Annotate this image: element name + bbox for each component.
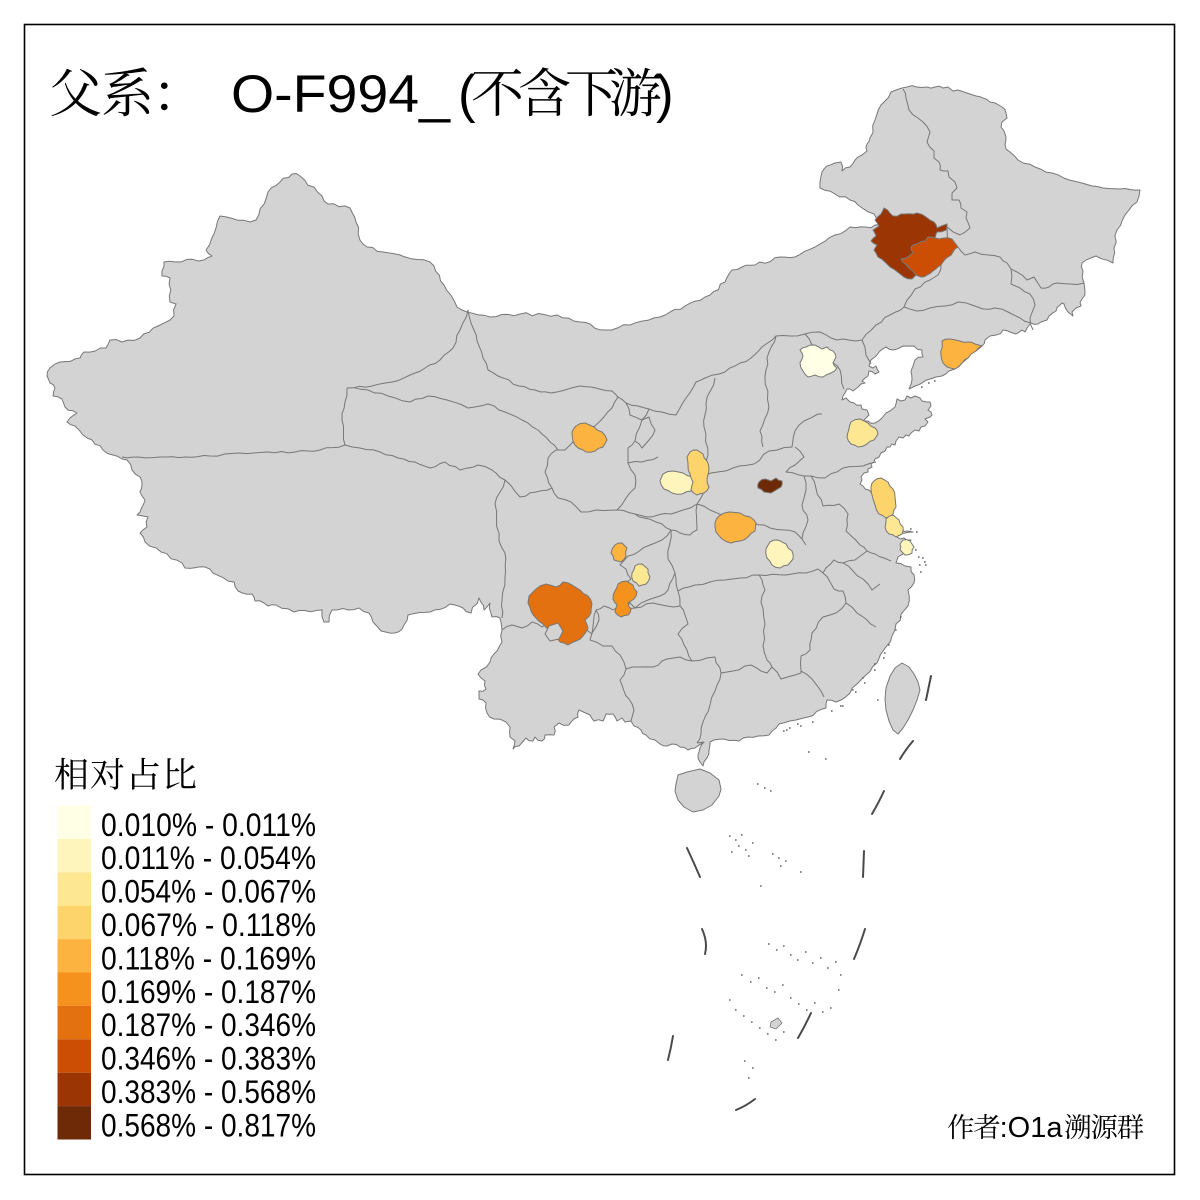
- svg-text:O-F994_: O-F994_: [231, 65, 452, 124]
- svg-text:0.383% - 0.568%: 0.383% - 0.568%: [101, 1074, 316, 1110]
- svg-text:0.169% - 0.187%: 0.169% - 0.187%: [101, 974, 316, 1010]
- svg-text:0.568% - 0.817%: 0.568% - 0.817%: [101, 1107, 316, 1143]
- svg-text:(: (: [458, 65, 476, 124]
- svg-text::O1a: :O1a: [1000, 1112, 1064, 1144]
- svg-text:0.346% - 0.383%: 0.346% - 0.383%: [101, 1041, 316, 1077]
- svg-text:0.187% - 0.346%: 0.187% - 0.346%: [101, 1007, 316, 1043]
- svg-text:0.067% - 0.118%: 0.067% - 0.118%: [101, 907, 316, 943]
- svg-text:0.118% - 0.169%: 0.118% - 0.169%: [101, 940, 316, 976]
- svg-text:): ): [656, 65, 674, 124]
- svg-text:0.054% - 0.067%: 0.054% - 0.067%: [101, 874, 316, 910]
- svg-text:0.010% - 0.011%: 0.010% - 0.011%: [101, 807, 316, 843]
- svg-text:0.011% - 0.054%: 0.011% - 0.054%: [101, 840, 316, 876]
